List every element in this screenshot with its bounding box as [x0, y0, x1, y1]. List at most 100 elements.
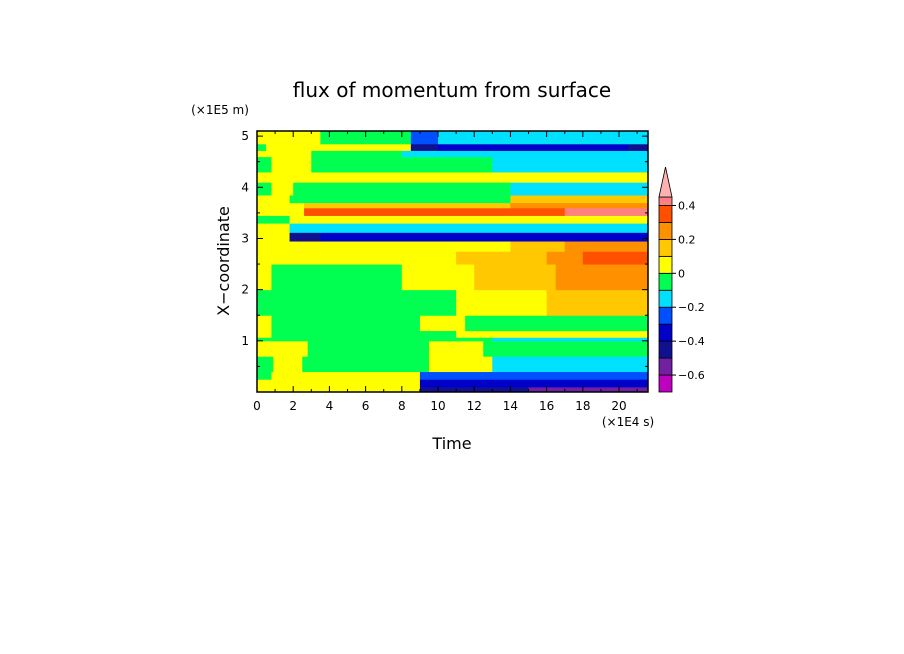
- contour-cell: [419, 371, 649, 380]
- y-tick-label: 2: [241, 283, 249, 297]
- colorbar-swatch: [658, 272, 673, 291]
- x-tick-label: 20: [611, 399, 626, 413]
- colorbar-swatch: [658, 306, 673, 325]
- contour-cell: [582, 251, 649, 265]
- contour-cell: [289, 251, 457, 265]
- contour-cell: [307, 340, 430, 357]
- contour-cell: [311, 156, 493, 173]
- contour-cell: [257, 156, 272, 173]
- contour-cell: [257, 131, 321, 145]
- contour-cell: [320, 131, 412, 145]
- y-tick-label: 5: [241, 129, 249, 143]
- contour-cell: [428, 340, 484, 357]
- colorbar-tick-label: 0.2: [678, 233, 696, 246]
- contour-cell: [257, 241, 285, 252]
- contour-cell: [456, 251, 548, 265]
- contour-cell: [510, 182, 649, 196]
- contour-cell: [271, 330, 457, 338]
- contour-cell: [456, 330, 649, 338]
- colorbar-swatch: [658, 205, 673, 223]
- x-tick-label: 10: [430, 399, 445, 413]
- contour-cell: [271, 156, 312, 173]
- colorbar-tick-label: 0: [678, 267, 685, 280]
- colorbar-swatch: [658, 340, 673, 359]
- contour-cell: [257, 215, 291, 224]
- contour-cell: [289, 232, 321, 242]
- x-tick-label: 14: [503, 399, 518, 413]
- contour-cell: [257, 340, 269, 357]
- colorbar-swatch: [658, 323, 673, 342]
- contour-cell: [474, 264, 557, 291]
- x-tick-label: 8: [398, 399, 406, 413]
- contour-cell: [483, 340, 649, 357]
- contour-cell: [564, 241, 649, 252]
- contour-cell: [555, 264, 649, 291]
- contour-cell: [510, 207, 566, 216]
- contour-cell: [419, 315, 466, 332]
- contour-cell: [257, 356, 274, 373]
- colorbar-swatch: [658, 238, 673, 257]
- contour-cell: [492, 337, 649, 342]
- colorbar-swatch: [658, 357, 673, 376]
- contour-cell: [293, 182, 511, 196]
- contour-cell: [528, 386, 649, 393]
- chart-title: flux of momentum from surface: [293, 78, 611, 102]
- contour-cell: [289, 223, 321, 233]
- contour-cell: [410, 143, 439, 151]
- x-scale-label: (×1E4 s): [602, 415, 654, 429]
- contour-cell: [257, 289, 272, 316]
- contour-cell: [257, 182, 272, 196]
- contour-cell: [456, 289, 548, 316]
- contour-cell: [628, 143, 649, 151]
- contour-cell: [257, 223, 291, 233]
- x-axis-title: Time: [431, 434, 471, 453]
- contour-cell: [257, 315, 272, 332]
- colorbar-tick-label: −0.6: [678, 369, 705, 382]
- contour-cell: [257, 379, 294, 388]
- contour-cell: [564, 207, 649, 216]
- contour-cell: [320, 223, 649, 233]
- colorbar-swatch: [658, 222, 673, 240]
- colorbar-extend-arrow: [658, 166, 673, 198]
- contour-cell: [320, 232, 649, 242]
- contour-cell: [271, 182, 294, 196]
- contour-cell: [410, 131, 439, 145]
- colorbar-tick-label: −0.2: [678, 301, 705, 314]
- colorbar: −0.6 −0.4 −0.2 0 0.2 0.4: [658, 166, 705, 393]
- contour-cell: [289, 207, 305, 216]
- contour-cell: [257, 194, 291, 204]
- colorbar-swatch: [658, 255, 673, 274]
- contour-cell: [257, 207, 291, 216]
- contour-plot-area: [257, 131, 649, 393]
- x-tick-label: 2: [289, 399, 297, 413]
- plot-frame: [256, 130, 649, 393]
- contour-cell: [311, 150, 403, 158]
- contour-cell: [438, 143, 629, 151]
- colorbar-swatch: [658, 196, 673, 206]
- x-tick-label: 16: [539, 399, 554, 413]
- contour-cell: [546, 251, 584, 265]
- colorbar-swatch: [658, 289, 673, 308]
- contour-cell: [257, 232, 291, 242]
- contour-cell: [257, 150, 312, 158]
- contour-cell: [302, 356, 430, 373]
- contour-cell: [289, 215, 649, 224]
- contour-cell: [284, 241, 511, 252]
- y-scale-label: (×1E5 m): [191, 103, 249, 117]
- contour-cell: [492, 356, 649, 373]
- y-axis-title: X−coordinate: [214, 206, 233, 316]
- contour-cell: [271, 289, 457, 316]
- colorbar-swatch: [658, 374, 673, 393]
- contour-cell: [419, 379, 649, 388]
- contour-cell: [289, 171, 649, 183]
- contour-cell: [257, 202, 305, 209]
- contour-cell: [257, 337, 493, 342]
- colorbar-tick-label: −0.4: [678, 335, 705, 348]
- contour-cell: [266, 143, 412, 151]
- x-tick-label: 0: [253, 399, 261, 413]
- contour-cell: [510, 194, 649, 204]
- x-tick-label: 4: [326, 399, 334, 413]
- y-tick-label: 3: [241, 231, 249, 245]
